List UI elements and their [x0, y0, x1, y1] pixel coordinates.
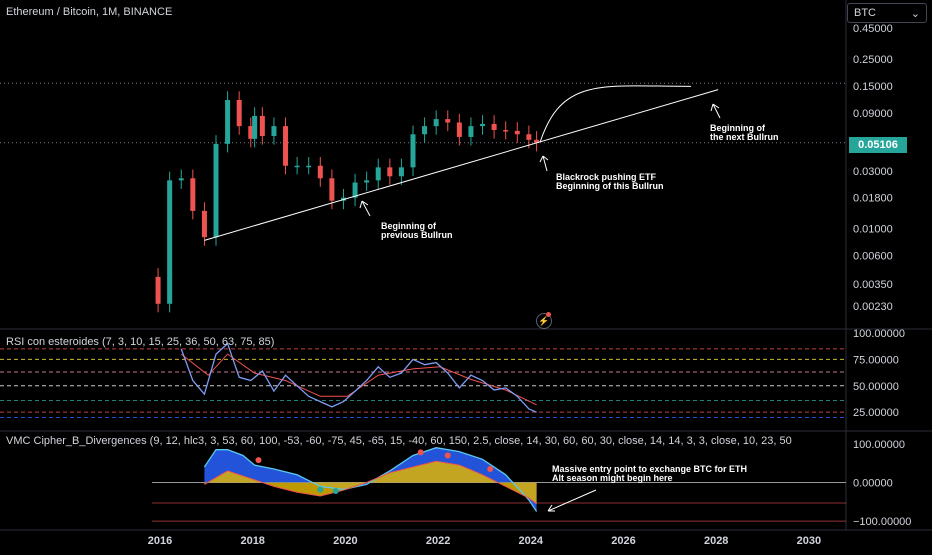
candle-body	[306, 165, 312, 168]
signal-dot	[487, 465, 494, 472]
trend-line	[204, 89, 719, 241]
candle-body	[259, 115, 265, 137]
candle-body	[398, 167, 404, 177]
price-axis-label: 0.00600	[853, 251, 893, 263]
money-flow-area	[204, 461, 537, 504]
candle-body	[410, 134, 416, 168]
candle-body	[294, 165, 300, 168]
candle-body	[503, 130, 509, 132]
signal-dot	[417, 449, 424, 456]
candle-body	[433, 119, 439, 127]
rsi-pane-title: RSI con esteroides (7, 3, 10, 15, 25, 36…	[6, 336, 274, 348]
candle-body	[213, 143, 219, 238]
annotation-arrow	[539, 155, 549, 172]
candle-body	[445, 119, 451, 123]
candle-body	[271, 126, 277, 137]
candle-body	[248, 126, 254, 139]
time-axis-label: 2022	[426, 535, 450, 547]
candle-body	[236, 99, 242, 127]
candle-body	[491, 123, 497, 131]
wave-line	[203, 447, 538, 512]
price-axis-label: 0.09000	[853, 108, 893, 120]
annotation-text: Blackrock pushing ETF	[556, 172, 657, 182]
rsi-axis-label: 25.00000	[853, 407, 899, 419]
currency-button[interactable]: BTC ⌄	[847, 3, 927, 23]
candle-body	[283, 126, 289, 166]
candle-body	[468, 126, 474, 137]
price-axis-label: 0.03000	[853, 166, 893, 178]
candle-body	[456, 122, 462, 137]
last-price-value: 0.05106	[858, 139, 898, 151]
annotation-arrow	[547, 489, 597, 512]
price-axis-label: 0.45000	[853, 23, 893, 35]
annotation-text: previous Bullrun	[381, 230, 453, 240]
alert-icon[interactable]: ⚡	[536, 313, 552, 329]
rsi-line	[180, 342, 537, 413]
candle-body	[352, 182, 358, 198]
signal-dot	[444, 452, 451, 459]
annotation-text: the next Bullrun	[710, 132, 779, 142]
annotation-text: Beginning of this Bullrun	[556, 181, 664, 191]
annotation-text: Beginning of	[381, 221, 437, 231]
candle-body	[387, 167, 393, 177]
candle-body	[225, 99, 231, 144]
candle-body	[526, 134, 532, 140]
currency-label: BTC	[854, 7, 876, 19]
notification-dot	[546, 312, 551, 317]
time-axis-label: 2020	[333, 535, 357, 547]
candle-body	[167, 180, 173, 304]
price-axis-label: 0.00350	[853, 279, 893, 291]
signal-dot	[255, 457, 262, 464]
chevron-down-icon: ⌄	[910, 7, 920, 20]
vmc-pane-title: VMC Cipher_B_Divergences (9, 12, hlc3, 3…	[6, 435, 792, 447]
annotation-arrow	[710, 103, 721, 119]
candle-body	[422, 126, 428, 135]
price-axis-label: 0.01000	[853, 224, 893, 236]
candle-body	[364, 180, 370, 183]
rsi-axis-label: 50.00000	[853, 381, 899, 393]
projection-curve	[539, 85, 692, 143]
vmc-axis-label: −100.00000	[853, 516, 911, 528]
time-axis-label: 2026	[611, 535, 635, 547]
annotation-text: Beginning of	[710, 123, 766, 133]
price-axis-label: 0.25000	[853, 54, 893, 66]
candle-body	[534, 139, 540, 143]
price-axis-label: 0.15000	[853, 81, 893, 93]
candle-body	[201, 210, 207, 238]
vmc-axis-label: 100.00000	[853, 439, 905, 451]
vmc-axis-label: 0.00000	[853, 478, 893, 490]
money-flow-line	[204, 460, 537, 505]
candle-body	[252, 115, 258, 139]
time-axis-label: 2018	[240, 535, 264, 547]
signal-dot	[317, 486, 324, 493]
candle-body	[375, 167, 381, 181]
rsi-axis-label: 75.00000	[853, 354, 899, 366]
rsi-axis-label: 100.00000	[853, 328, 905, 340]
candle-body	[480, 123, 486, 127]
time-axis-label: 2016	[148, 535, 172, 547]
annotation-text: Alt season might begin here	[552, 473, 673, 483]
symbol-title: Ethereum / Bitcoin, 1M, BINANCE	[6, 6, 172, 18]
time-axis-label: 2024	[519, 535, 544, 547]
annotation-text: Massive entry point to exchange BTC for …	[552, 464, 747, 474]
time-axis-label: 2028	[704, 535, 728, 547]
candle-body	[514, 130, 520, 135]
price-axis-label: 0.00230	[853, 301, 893, 313]
time-axis-label: 2030	[797, 535, 821, 547]
candle-body	[329, 178, 335, 201]
annotation-arrow	[359, 200, 371, 217]
rsi-signal-line	[180, 353, 537, 406]
price-axis-label: 0.01800	[853, 193, 893, 205]
candle-body	[155, 276, 161, 304]
last-price-tag: 0.05106	[849, 137, 907, 153]
candle-body	[190, 178, 196, 211]
candle-body	[317, 165, 323, 179]
candle-body	[178, 178, 184, 181]
signal-dot	[332, 488, 339, 494]
